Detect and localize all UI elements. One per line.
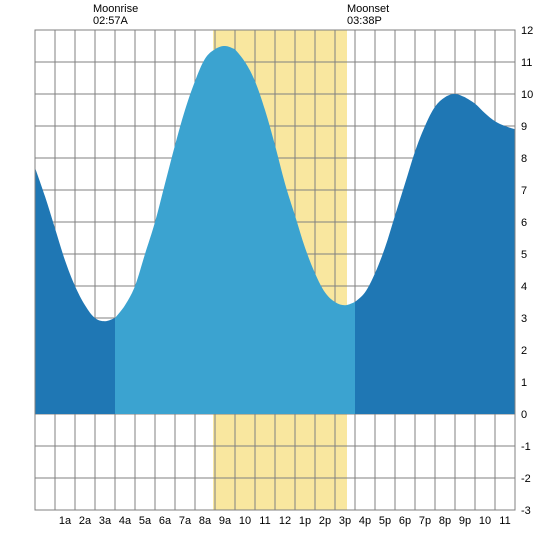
y-tick-label: 9 <box>521 121 527 133</box>
y-tick-label: 11 <box>521 57 532 69</box>
y-tick-label: 10 <box>521 89 533 101</box>
x-tick-label: 5a <box>139 515 152 527</box>
moon-labels: Moonrise02:57A Moonset03:38P <box>93 3 389 27</box>
tide-chart: 1a2a3a4a5a6a7a8a9a1011121p2p3p4p5p6p7p8p… <box>0 0 550 550</box>
x-tick-label: 12 <box>279 515 291 527</box>
y-tick-label: 7 <box>521 185 527 197</box>
y-tick-label: -3 <box>521 505 531 517</box>
chart-svg: 1a2a3a4a5a6a7a8a9a1011121p2p3p4p5p6p7p8p… <box>0 0 550 550</box>
x-tick-label: 2a <box>79 515 92 527</box>
x-axis-labels: 1a 2a 3a 4a 5a 6a 7a 8a 9a 10 11 12 1p 2p 3p 4p 5p 6p 7p 8p… <box>59 515 511 527</box>
y-tick-label: -2 <box>521 473 531 485</box>
x-tick-label: 7p <box>419 515 431 527</box>
x-tick-label: 2p <box>319 515 331 527</box>
x-tick-label: 3a <box>99 515 112 527</box>
y-tick-label: 3 <box>521 313 527 325</box>
x-tick-label: 1p <box>299 515 311 527</box>
x-tick-label: 6p <box>399 515 411 527</box>
x-tick-label: 11 <box>499 515 510 527</box>
y-tick-label: 2 <box>521 345 527 357</box>
y-tick-label: 12 <box>521 25 533 37</box>
x-tick-label: 9p <box>459 515 471 527</box>
x-tick-label: 9a <box>219 515 232 527</box>
x-tick-label: 4a <box>119 515 132 527</box>
x-tick-label: 1a <box>59 515 72 527</box>
tide-segment <box>465 97 515 414</box>
y-tick-label: 1 <box>521 377 527 389</box>
x-tick-label: 10 <box>239 515 251 527</box>
y-tick-label: -1 <box>521 441 531 453</box>
x-tick-label: 8p <box>439 515 451 527</box>
moon-event-time: 03:38P <box>347 15 382 27</box>
y-tick-label: 5 <box>521 249 527 261</box>
moon-event-time: 02:57A <box>93 15 129 27</box>
y-tick-label: 6 <box>521 217 527 229</box>
x-tick-label: 10 <box>479 515 491 527</box>
y-axis-labels: -3-2-10123456789101112 <box>521 25 533 517</box>
moon-event-title: Moonrise <box>93 3 138 15</box>
y-tick-label: 4 <box>521 281 527 293</box>
y-tick-label: 8 <box>521 153 527 165</box>
x-tick-label: 6a <box>159 515 172 527</box>
x-tick-label: 7a <box>179 515 192 527</box>
x-tick-label: 11 <box>259 515 270 527</box>
x-tick-label: 3p <box>339 515 351 527</box>
x-tick-label: 5p <box>379 515 391 527</box>
x-tick-label: 4p <box>359 515 371 527</box>
x-tick-label: 8a <box>199 515 212 527</box>
moon-event-title: Moonset <box>347 3 389 15</box>
y-tick-label: 0 <box>521 409 527 421</box>
